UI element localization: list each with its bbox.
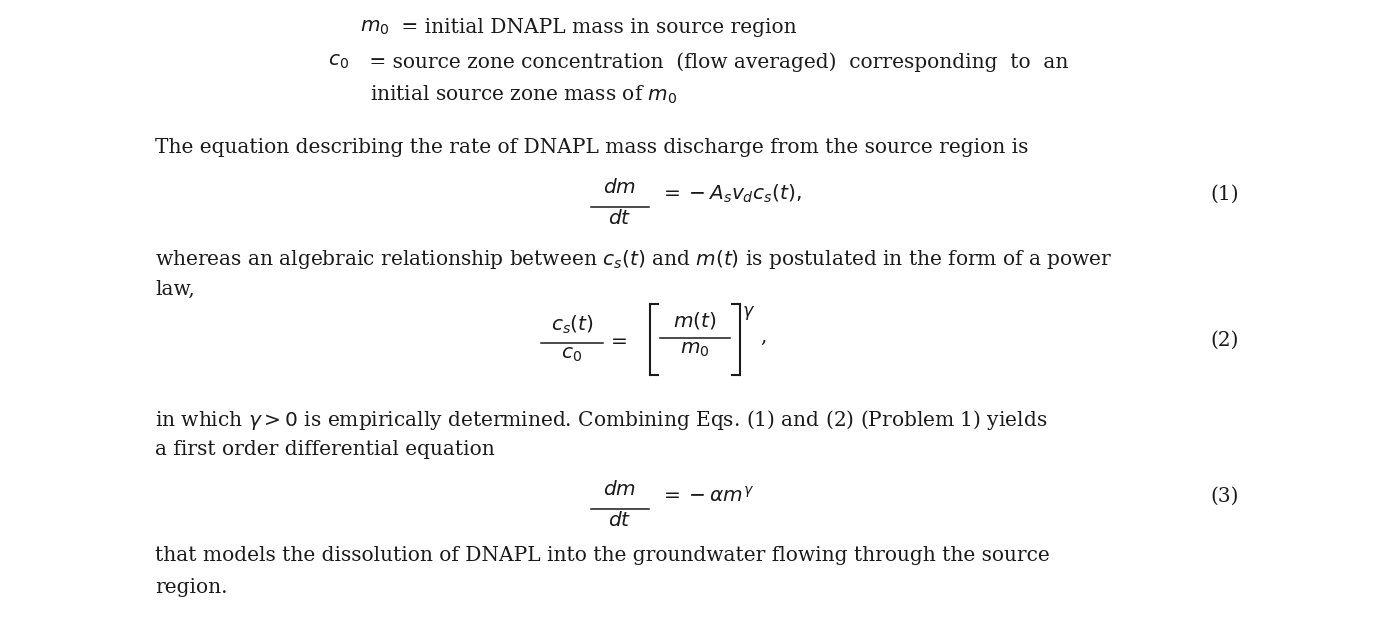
Text: $c_s(t)$: $c_s(t)$ (550, 314, 593, 336)
Text: region.: region. (155, 578, 228, 597)
Text: initial source zone mass of $m_0$: initial source zone mass of $m_0$ (370, 84, 677, 106)
Text: = initial DNAPL mass in source region: = initial DNAPL mass in source region (395, 18, 796, 37)
Text: = source zone concentration  (flow averaged)  corresponding  to  an: = source zone concentration (flow averag… (363, 52, 1068, 72)
Text: (2): (2) (1211, 330, 1238, 349)
Text: $c_0$: $c_0$ (561, 345, 583, 364)
Text: ,: , (760, 326, 767, 346)
Text: a first order differential equation: a first order differential equation (155, 440, 495, 459)
Text: $dm$: $dm$ (604, 480, 637, 499)
Text: (3): (3) (1211, 486, 1238, 506)
Text: that models the dissolution of DNAPL into the groundwater flowing through the so: that models the dissolution of DNAPL int… (155, 546, 1050, 565)
Text: $= -\alpha m^{\gamma}$: $= -\alpha m^{\gamma}$ (661, 486, 755, 506)
Text: law,: law, (155, 280, 195, 299)
Text: $m_0$: $m_0$ (680, 340, 710, 359)
Text: $c_0$: $c_0$ (328, 52, 350, 71)
Text: $dm$: $dm$ (604, 178, 637, 197)
Text: $= -A_s v_d c_s(t),$: $= -A_s v_d c_s(t),$ (661, 183, 802, 205)
Text: $dt$: $dt$ (608, 511, 632, 530)
Text: $dt$: $dt$ (608, 209, 632, 228)
Text: $=$: $=$ (607, 330, 627, 349)
Text: $m(t)$: $m(t)$ (673, 310, 717, 331)
Text: (1): (1) (1211, 184, 1238, 204)
Text: whereas an algebraic relationship between $c_s(t)$ and $m(t)$ is postulated in t: whereas an algebraic relationship betwee… (155, 248, 1113, 271)
Text: $\gamma$: $\gamma$ (742, 304, 755, 322)
Text: $m_0$: $m_0$ (359, 18, 390, 37)
Text: in which $\gamma > 0$ is empirically determined. Combining Eqs. (1) and (2) (Pro: in which $\gamma > 0$ is empirically det… (155, 408, 1048, 432)
Text: The equation describing the rate of DNAPL mass discharge from the source region : The equation describing the rate of DNAP… (155, 138, 1028, 157)
